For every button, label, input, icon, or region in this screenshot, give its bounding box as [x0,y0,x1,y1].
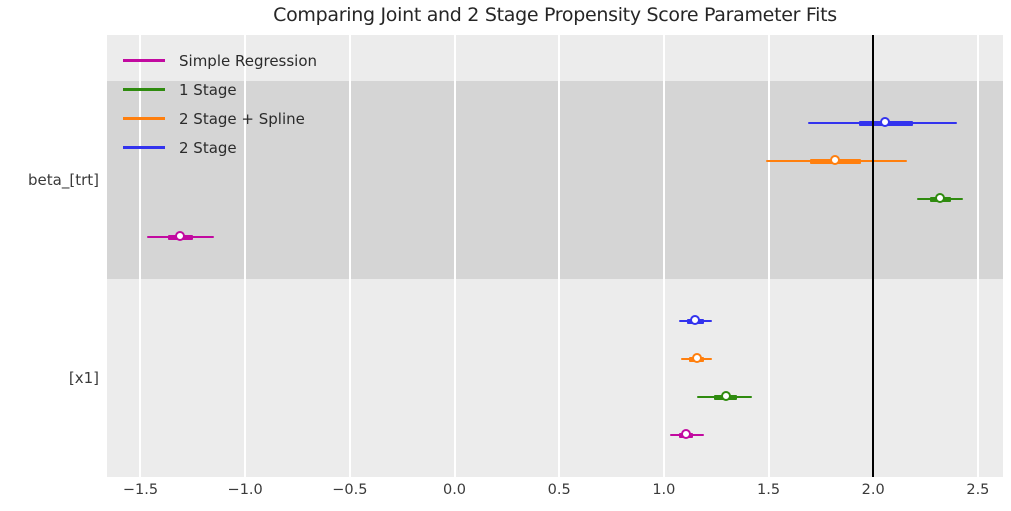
y-axis-label: [x1] [68,369,99,387]
gridline [453,35,456,477]
chart-title: Comparing Joint and 2 Stage Propensity S… [273,4,837,26]
legend-swatch [123,117,165,120]
gridline [767,35,770,477]
category-band-2 [107,279,1003,477]
point-marker [721,391,732,402]
category-band-1 [107,81,1003,279]
legend-item: 2 Stage [123,133,317,162]
x-tick-label: −1.0 [227,482,263,498]
legend-item: Simple Regression [123,46,317,75]
point-marker [829,155,840,166]
legend-label: 1 Stage [179,80,237,99]
legend-item: 1 Stage [123,75,317,104]
legend-swatch [123,146,165,149]
y-axis-label: beta_[trt] [28,171,99,189]
x-tick-label: 0.5 [547,482,571,498]
legend-label: Simple Regression [179,51,318,70]
x-tick-label: 0.0 [442,482,467,498]
gridline [348,35,351,477]
x-tick-label: −1.5 [122,482,159,498]
legend-label: 2 Stage + Spline [179,109,305,128]
legend-label: 2 Stage [179,138,237,157]
point-marker [681,429,692,440]
gridline [244,35,247,477]
plot-area: Simple Regression 1 Stage 2 Stage + Spline… [107,35,1003,477]
legend-item: 2 Stage + Spline [123,104,317,133]
legend-swatch [123,59,165,62]
reference-line [872,35,875,477]
x-tick-label: 2.5 [966,482,990,498]
point-marker [934,193,945,204]
point-marker [689,315,700,326]
point-marker [691,353,702,364]
gridline [662,35,665,477]
point-marker [880,117,891,128]
gridline [976,35,979,477]
x-tick-label: −0.5 [332,482,368,498]
gridline [139,35,142,477]
legend: Simple Regression 1 Stage 2 Stage + Spline… [123,46,317,162]
x-tick-label: 1.5 [757,482,781,498]
point-marker [174,231,185,242]
legend-swatch [123,88,165,91]
x-tick-label: 1.0 [652,482,676,498]
x-tick-label: 2.0 [861,482,885,498]
gridline [558,35,561,477]
